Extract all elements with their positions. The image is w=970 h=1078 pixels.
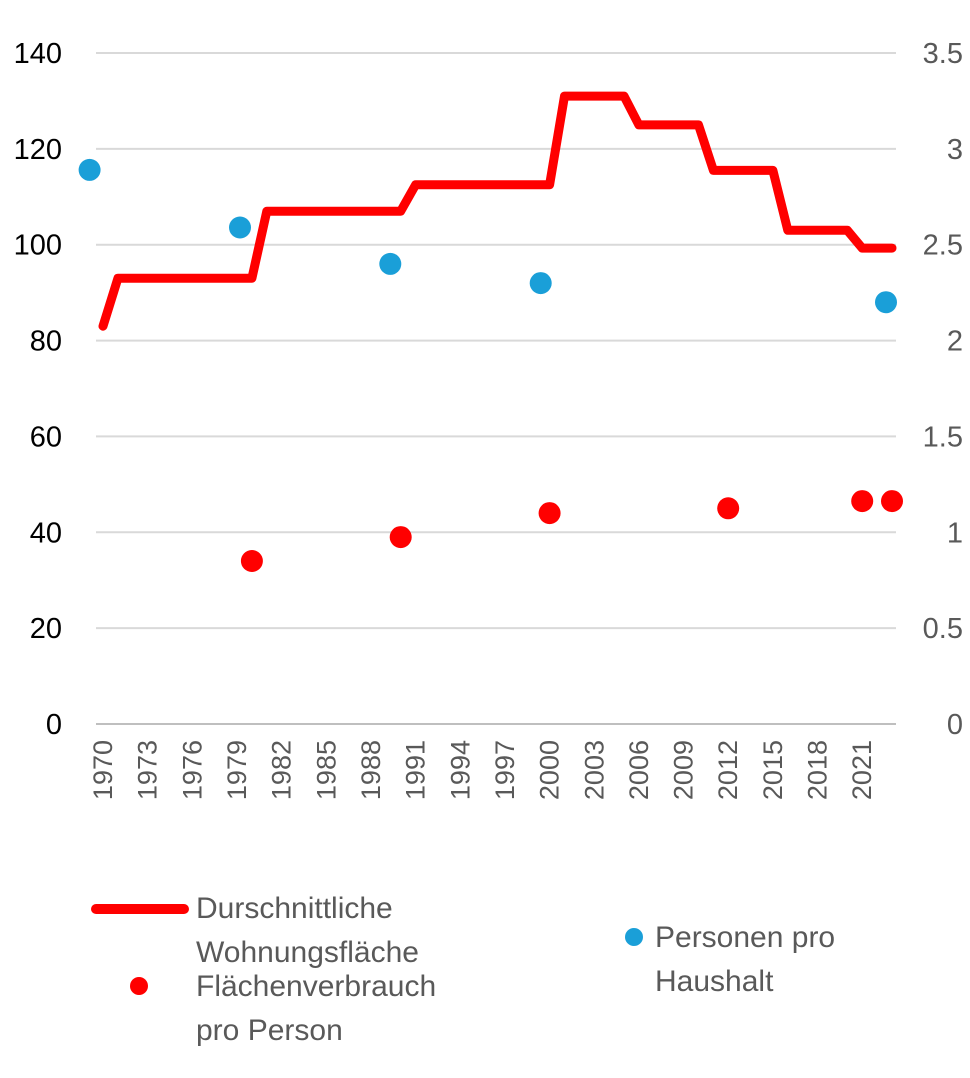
y-left-tick-label: 20 bbox=[30, 613, 62, 645]
x-tick-label: 1979 bbox=[222, 740, 252, 800]
legend-label: Wohnungsfläche bbox=[196, 936, 419, 969]
legend-label: pro Person bbox=[196, 1014, 343, 1047]
y-left-tick-label: 0 bbox=[46, 709, 62, 741]
x-axis: 1970 1973 1976 1979 1982 1985 1988 1991 1994 1997… bbox=[88, 740, 877, 800]
y-left-tick-label: 100 bbox=[14, 230, 62, 262]
x-tick-label: 1994 bbox=[445, 740, 475, 800]
legend-label: Personen pro bbox=[655, 921, 835, 954]
x-tick-label: 2012 bbox=[713, 740, 743, 800]
x-tick-label: 1976 bbox=[177, 740, 207, 800]
x-tick-label: 2009 bbox=[669, 740, 699, 800]
x-tick-label: 2018 bbox=[803, 740, 833, 800]
legend-label: Durschnittliche bbox=[196, 892, 393, 925]
x-tick-label: 1991 bbox=[401, 740, 431, 800]
data-point-flaechenverbrauch bbox=[851, 490, 874, 513]
data-point-flaechenverbrauch bbox=[717, 497, 740, 520]
y-left-tick-label: 40 bbox=[30, 517, 62, 549]
data-point-personen bbox=[78, 158, 101, 181]
x-tick-label: 2006 bbox=[624, 740, 654, 800]
y-left-tick-label: 140 bbox=[14, 38, 62, 70]
data-point-flaechenverbrauch bbox=[389, 526, 412, 549]
series-line-wohnungsflaeche bbox=[98, 91, 897, 331]
x-tick-label: 1997 bbox=[490, 740, 520, 800]
y-right-tick-label: 2.5 bbox=[923, 230, 963, 262]
y-right-tick-label: 0 bbox=[947, 709, 963, 741]
y-left-tick-label: 120 bbox=[14, 134, 62, 166]
legend-label: Haushalt bbox=[655, 965, 774, 998]
data-point-personen bbox=[229, 216, 251, 239]
legend-label: Flächenverbrauch bbox=[196, 970, 436, 1003]
x-tick-label: 2003 bbox=[579, 740, 609, 800]
x-tick-label: 1973 bbox=[133, 740, 163, 800]
gridlines bbox=[96, 52, 896, 725]
legend-dot-marker bbox=[130, 977, 148, 995]
data-point-personen bbox=[875, 291, 897, 314]
y-right-tick-label: 3.5 bbox=[923, 38, 963, 70]
x-tick-label: 2021 bbox=[847, 740, 877, 800]
x-tick-label: 1988 bbox=[356, 740, 386, 800]
legend: Durschnittliche WohnungsflächeFlächenverb… bbox=[91, 892, 835, 1047]
y-left-tick-label: 60 bbox=[30, 421, 62, 453]
y-right-tick-label: 2 bbox=[947, 326, 963, 358]
y-right-tick-label: 1 bbox=[947, 517, 963, 549]
y-left-tick-label: 80 bbox=[30, 326, 62, 358]
plot-area bbox=[78, 91, 903, 572]
x-tick-label: 1982 bbox=[267, 740, 297, 800]
data-point-flaechenverbrauch bbox=[538, 502, 561, 525]
x-tick-label: 1985 bbox=[311, 740, 341, 800]
x-tick-label: 1970 bbox=[88, 740, 118, 800]
y-axis-left: 0 20 40 60 80 100 120 140 bbox=[14, 38, 62, 741]
y-right-tick-label: 0.5 bbox=[923, 613, 963, 645]
y-right-tick-label: 1.5 bbox=[923, 421, 963, 453]
x-tick-label: 2000 bbox=[535, 740, 565, 800]
data-point-personen bbox=[379, 252, 402, 275]
data-point-personen bbox=[529, 272, 552, 295]
legend-dot-marker bbox=[625, 928, 643, 946]
y-axis-right: 0 0.5 1 1.5 2 2.5 3 3.5 bbox=[923, 38, 963, 741]
y-right-tick-label: 3 bbox=[947, 134, 963, 166]
data-point-flaechenverbrauch bbox=[881, 490, 903, 513]
data-point-flaechenverbrauch bbox=[240, 550, 263, 572]
x-tick-label: 2015 bbox=[758, 740, 788, 800]
